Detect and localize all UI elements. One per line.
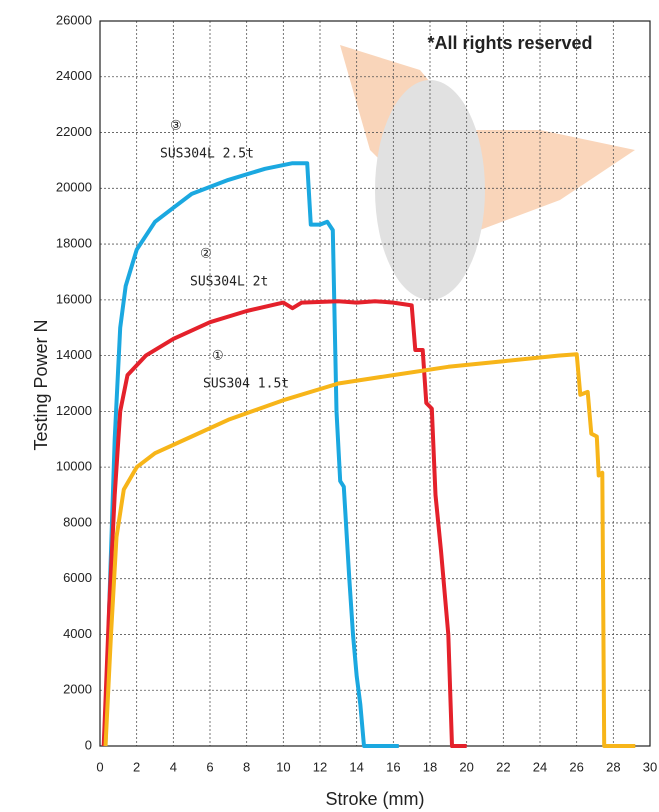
series-annotation: SUS304L 2.5t [160, 147, 254, 162]
series-annotation: ② [200, 247, 212, 262]
x-tick-label: 22 [496, 759, 510, 774]
chart: Testing Power N Stroke (mm) 0 2000 4000 600… [0, 0, 659, 812]
y-tick-label: 14000 [56, 347, 92, 362]
x-tick-label: 4 [170, 759, 177, 774]
series-annotation: SUS304L 2t [190, 275, 268, 290]
series-annotation: SUS304 1.5t [203, 377, 289, 392]
x-tick-label: 10 [276, 759, 290, 774]
y-tick-label: 0 [85, 737, 92, 752]
x-tick-label: 6 [206, 759, 213, 774]
y-tick-label: 6000 [63, 570, 92, 585]
x-tick-label: 12 [313, 759, 327, 774]
mascot-decoration [340, 45, 635, 300]
x-axis-label: Stroke (mm) [326, 789, 425, 809]
x-tick-label: 16 [386, 759, 400, 774]
y-tick-label: 2000 [63, 682, 92, 697]
x-tick-label: 26 [569, 759, 583, 774]
x-tick-label: 8 [243, 759, 250, 774]
series-line [106, 163, 399, 746]
x-tick-label: 28 [606, 759, 620, 774]
series-annotation: ① [212, 349, 224, 364]
series-line [104, 301, 467, 746]
y-tick-label: 16000 [56, 291, 92, 306]
y-tick-label: 12000 [56, 403, 92, 418]
y-tick-label: 10000 [56, 459, 92, 474]
y-tick-label: 8000 [63, 514, 92, 529]
y-tick-label: 26000 [56, 12, 92, 27]
x-tick-label: 24 [533, 759, 547, 774]
y-tick-label: 22000 [56, 124, 92, 139]
x-tick-label: 20 [459, 759, 473, 774]
series-line [106, 354, 636, 746]
x-tick-label: 18 [423, 759, 437, 774]
x-tick-label: 2 [133, 759, 140, 774]
y-tick-label: 24000 [56, 68, 92, 83]
copyright-note: *All rights reserved [427, 33, 592, 53]
x-tick-label: 30 [643, 759, 657, 774]
y-axis-label: Testing Power N [31, 319, 51, 450]
x-tick-label: 0 [96, 759, 103, 774]
y-tick-label: 20000 [56, 180, 92, 195]
y-tick-label: 4000 [63, 626, 92, 641]
x-tick-label: 14 [349, 759, 363, 774]
series-annotation: ③ [170, 119, 182, 134]
y-tick-label: 18000 [56, 236, 92, 251]
